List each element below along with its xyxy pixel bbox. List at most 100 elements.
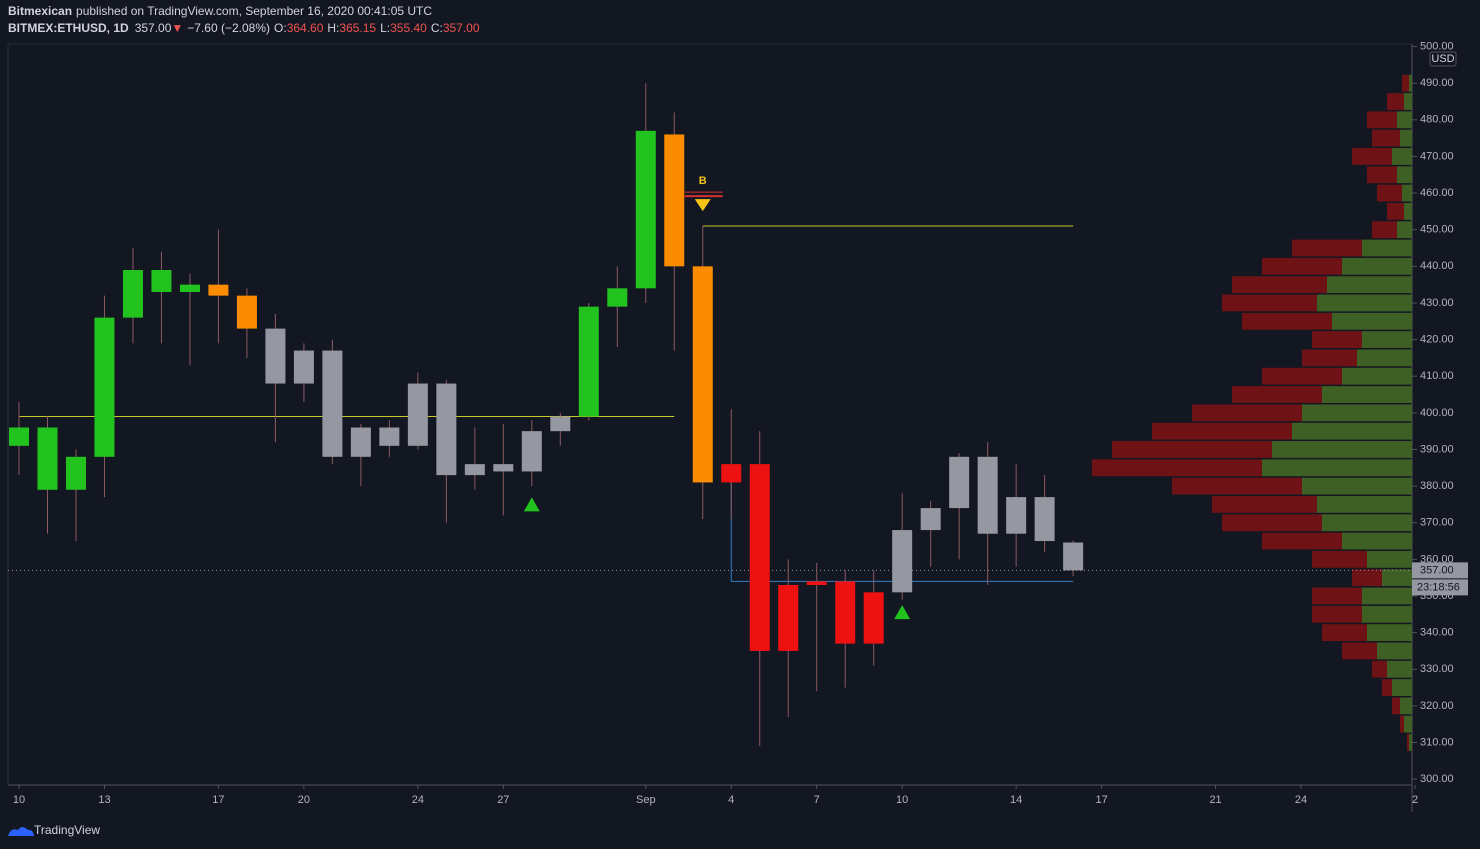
profile-down	[1372, 129, 1400, 147]
candle-body	[949, 456, 970, 509]
profile-down	[1172, 477, 1302, 495]
y-tick-label: 460.00	[1420, 187, 1454, 199]
profile-up	[1362, 239, 1412, 257]
profile-down	[1302, 349, 1357, 367]
last-price-box	[1412, 562, 1468, 579]
profile-up	[1322, 514, 1412, 532]
profile-up	[1377, 642, 1412, 660]
profile-down	[1192, 404, 1302, 422]
header-line2: BITMEX:ETHUSD, 1D 357.00▼ −7.60 (−2.08%) O:…	[8, 21, 480, 35]
profile-down	[1312, 605, 1362, 623]
currency: USD	[1431, 53, 1454, 65]
profile-up	[1367, 550, 1412, 568]
y-tick-label: 370.00	[1420, 517, 1454, 529]
ohlc-value: 355.40	[390, 21, 427, 35]
profile-up	[1342, 257, 1412, 275]
published-text: published on TradingView.com, September …	[76, 4, 432, 18]
candle-body	[835, 581, 856, 644]
candle-body	[607, 288, 628, 307]
countdown: 23:18:56	[1417, 581, 1460, 593]
candle-body	[892, 530, 913, 593]
x-tick-label: 24	[412, 794, 424, 806]
x-tick-label: 13	[98, 794, 110, 806]
candle-body	[521, 431, 542, 472]
x-tick-label: 4	[728, 794, 734, 806]
candle-body	[322, 350, 343, 457]
y-tick-label: 440.00	[1420, 260, 1454, 272]
profile-down	[1262, 532, 1342, 550]
profile-up	[1272, 441, 1412, 458]
x-tick-label: 14	[1010, 794, 1022, 806]
y-tick-label: 420.00	[1420, 334, 1454, 346]
profile-down	[1367, 166, 1397, 184]
profile-up	[1362, 587, 1412, 605]
profile-down	[1242, 312, 1332, 330]
profile-down	[1312, 587, 1362, 605]
profile-down	[1222, 294, 1317, 312]
candle-body	[863, 592, 884, 644]
profile-down	[1322, 624, 1367, 642]
candle-body	[635, 130, 656, 289]
y-tick-label: 390.00	[1420, 443, 1454, 455]
ohlc-value: 364.60	[287, 21, 324, 35]
profile-up	[1367, 624, 1412, 642]
y-tick-label: 300.00	[1420, 773, 1454, 785]
profile-up	[1362, 605, 1412, 623]
profile-down	[1402, 74, 1409, 92]
candle-body	[920, 508, 941, 531]
profile-up	[1317, 294, 1412, 312]
profile-down	[1407, 734, 1409, 751]
profile-down	[1312, 550, 1367, 568]
profile-down	[1382, 679, 1392, 696]
candle-body	[721, 464, 742, 483]
y-tick-label: 480.00	[1420, 114, 1454, 126]
axes: 300.00310.00320.00330.00340.00350.00360.…	[13, 40, 1468, 806]
candle-body	[350, 427, 371, 457]
profile-down	[1312, 331, 1362, 349]
profile-down	[1377, 184, 1402, 202]
profile-down	[1262, 367, 1342, 385]
profile-up	[1404, 715, 1412, 733]
profile-down	[1392, 697, 1400, 715]
candle-body	[179, 284, 200, 292]
candle-body	[464, 464, 485, 476]
y-tick-label: 500.00	[1420, 40, 1454, 52]
y-tick-label: 340.00	[1420, 627, 1454, 639]
profile-down	[1352, 148, 1392, 165]
signal-marker	[894, 605, 911, 620]
y-tick-label: 330.00	[1420, 663, 1454, 675]
last-price-label: 357.00	[1420, 564, 1454, 576]
profile-up	[1332, 312, 1412, 330]
candle-body	[493, 464, 514, 472]
x-tick-label: 10	[896, 794, 908, 806]
candle-body	[578, 306, 599, 417]
profile-up	[1322, 386, 1412, 403]
y-tick-label: 490.00	[1420, 77, 1454, 89]
profile-down	[1232, 276, 1327, 294]
profile-up	[1392, 679, 1412, 696]
profile-up	[1387, 660, 1412, 678]
plot: B	[8, 83, 1412, 747]
candle-body	[9, 427, 29, 446]
profile-down	[1292, 239, 1362, 257]
profile-down	[1372, 660, 1387, 678]
profile-up	[1382, 569, 1412, 587]
ohlc-value: 357.00	[443, 21, 480, 35]
candle-body	[436, 383, 457, 476]
header-line1: Bitmexican published on TradingView.com, …	[8, 4, 432, 18]
candle-body	[208, 284, 229, 296]
ohlc-label: C:	[431, 21, 443, 35]
candle-body	[1034, 497, 1055, 542]
profile-down	[1400, 715, 1404, 733]
profile-up	[1327, 276, 1412, 294]
profile-up	[1404, 93, 1412, 110]
candle-body	[236, 295, 257, 329]
candle-body	[65, 456, 86, 490]
profile-up	[1409, 734, 1412, 751]
profile-up	[1400, 129, 1412, 147]
signal-marker	[523, 497, 540, 512]
profile-up	[1397, 111, 1412, 129]
x-tick-label: 17	[1095, 794, 1107, 806]
y-tick-label: 470.00	[1420, 150, 1454, 162]
